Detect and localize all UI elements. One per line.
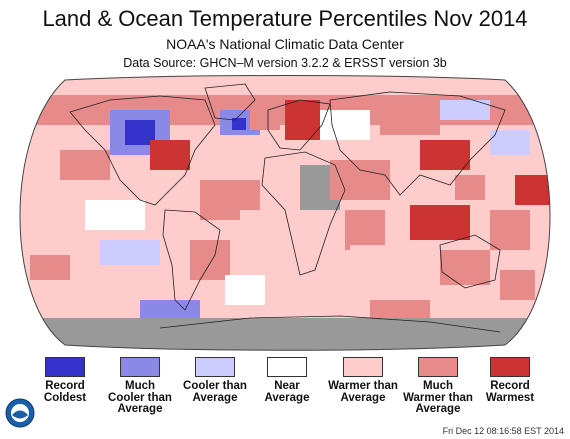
grid-cell xyxy=(490,130,530,155)
legend-label-2: Cooler than Average xyxy=(183,380,247,404)
percentile-grid xyxy=(20,75,550,351)
grid-cell xyxy=(140,300,200,320)
legend-swatch-2 xyxy=(195,357,235,377)
legend-swatch-1 xyxy=(120,357,160,377)
grid-cell xyxy=(60,150,110,180)
grid-cell xyxy=(440,250,490,285)
grid-cell xyxy=(370,300,430,320)
grid-cell xyxy=(500,270,535,300)
grid-cell xyxy=(285,100,320,140)
greenland-outline xyxy=(204,83,256,121)
grid-cell xyxy=(330,160,390,200)
grid-cell xyxy=(100,240,160,265)
grid-cell xyxy=(20,318,550,351)
antarctica-outline xyxy=(159,315,501,333)
noaa-logo-icon xyxy=(5,398,35,428)
globe-outline xyxy=(19,75,551,351)
data-source: Data Source: GHCN–M version 3.2.2 & ERSS… xyxy=(123,56,447,70)
grid-cell xyxy=(30,255,70,280)
legend-swatch-6 xyxy=(490,357,530,377)
grid-cell xyxy=(240,210,280,250)
grid-cell xyxy=(380,100,440,135)
grid-cell xyxy=(225,275,265,305)
legend-swatch-0 xyxy=(45,357,85,377)
grid-cell xyxy=(420,140,470,170)
grid-cell xyxy=(85,200,145,230)
map-title: Land & Ocean Temperature Percentiles Nov… xyxy=(42,6,528,31)
grid-cell xyxy=(410,205,470,240)
asia-outline xyxy=(329,91,506,196)
europe-outline xyxy=(267,99,331,151)
australia-outline xyxy=(439,234,501,289)
map-subtitle: NOAA's National Climatic Data Center xyxy=(166,36,404,52)
grid-cell xyxy=(25,190,85,220)
south-america-outline xyxy=(162,209,221,311)
legend-swatch-3 xyxy=(267,357,307,377)
legend-label-1: Much Cooler than Average xyxy=(108,380,172,415)
grid-cell xyxy=(250,100,280,130)
grid-cell xyxy=(490,210,530,250)
legend-label-0: Record Coldest xyxy=(43,380,87,404)
grid-cell xyxy=(455,175,485,200)
grid-cell xyxy=(320,110,370,140)
grid-cell xyxy=(150,140,190,170)
north-america-outline xyxy=(69,95,216,206)
legend-swatch-5 xyxy=(418,357,458,377)
legend-label-5: Much Warmer than Average xyxy=(403,380,473,415)
continent-outlines xyxy=(69,83,506,333)
timestamp: Fri Dec 12 08:16:58 EST 2014 xyxy=(442,426,564,436)
legend-swatch-4 xyxy=(343,357,383,377)
grid-cell xyxy=(350,245,400,285)
grid-cell xyxy=(345,210,385,250)
grid-cell xyxy=(515,175,550,205)
legend-label-6: Record Warmest xyxy=(485,380,535,404)
grid-cell xyxy=(232,118,246,130)
grid-cell xyxy=(440,100,490,120)
legend-label-3: Near Average xyxy=(264,380,310,404)
grid-cell xyxy=(190,240,230,280)
africa-outline xyxy=(261,151,346,276)
legend-label-4: Warmer than Average xyxy=(328,380,398,404)
